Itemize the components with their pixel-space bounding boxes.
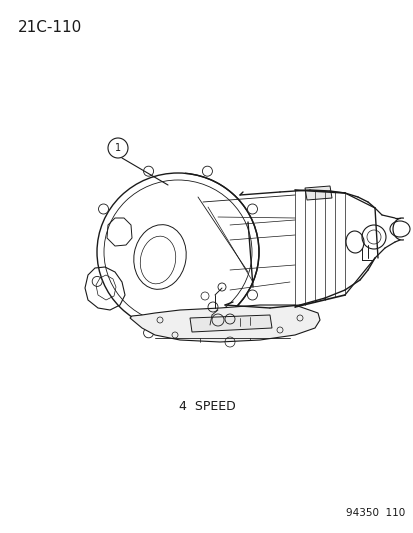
Text: 4  SPEED: 4 SPEED (178, 400, 235, 413)
Circle shape (92, 277, 102, 286)
Polygon shape (190, 315, 271, 332)
Circle shape (98, 204, 108, 214)
Text: 21C-110: 21C-110 (18, 20, 82, 35)
Polygon shape (304, 186, 331, 200)
Circle shape (108, 138, 128, 158)
Circle shape (143, 328, 153, 338)
Circle shape (247, 290, 257, 300)
Text: 94350  110: 94350 110 (345, 508, 404, 518)
Circle shape (216, 321, 225, 332)
Polygon shape (130, 305, 319, 342)
Circle shape (247, 204, 257, 214)
Text: 1: 1 (115, 143, 121, 153)
Circle shape (143, 166, 153, 176)
Circle shape (202, 166, 212, 176)
